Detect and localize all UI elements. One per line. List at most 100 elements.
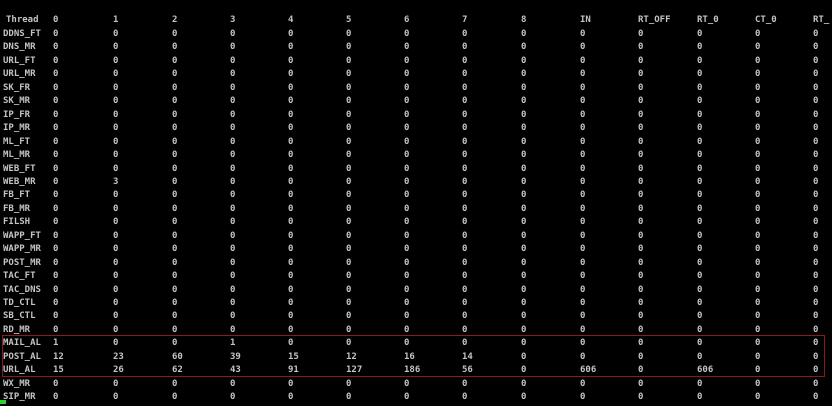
- row-label: TAC_FT: [3, 271, 36, 282]
- cell: 0: [230, 244, 236, 255]
- cell: 0: [521, 284, 527, 295]
- cell: 0: [638, 109, 644, 120]
- row-label: FILSH: [3, 217, 31, 228]
- cell: 0: [404, 42, 410, 53]
- header-cell: 5: [346, 15, 352, 25]
- cell: 0: [521, 378, 527, 389]
- cell: 0: [288, 69, 294, 80]
- cell: 0: [288, 230, 294, 241]
- cell: 0: [755, 324, 761, 335]
- cell: 0: [53, 217, 59, 228]
- cell: 0: [813, 365, 819, 376]
- cell: 12: [346, 351, 357, 362]
- cell: 0: [697, 150, 703, 161]
- cell: 0: [521, 109, 527, 120]
- cell: 0: [580, 244, 586, 255]
- row-label: SK_MR: [3, 96, 31, 107]
- cell: 0: [288, 163, 294, 174]
- cell: 0: [638, 244, 644, 255]
- cell: 0: [462, 324, 468, 335]
- cell: 0: [53, 109, 59, 120]
- cell: 0: [697, 136, 703, 147]
- cell: 0: [113, 257, 119, 268]
- cell: 0: [462, 338, 468, 349]
- cell: 0: [113, 378, 119, 389]
- cell: 0: [521, 136, 527, 147]
- cell: 0: [697, 123, 703, 134]
- cell: 14: [462, 351, 473, 362]
- cell: 0: [813, 82, 819, 93]
- cell: 0: [462, 163, 468, 174]
- cell: 0: [288, 311, 294, 322]
- cell: 0: [288, 378, 294, 389]
- cell: 127: [346, 365, 363, 376]
- cell: 0: [697, 271, 703, 282]
- cell: 0: [521, 69, 527, 80]
- cell: 0: [230, 176, 236, 187]
- cell: 0: [697, 298, 703, 308]
- cell: 0: [580, 351, 586, 362]
- cell: 0: [462, 96, 468, 107]
- cell: 0: [462, 230, 468, 241]
- cell: 0: [638, 82, 644, 93]
- cell: 0: [53, 82, 59, 93]
- cell: 0: [404, 217, 410, 228]
- cell: 0: [580, 284, 586, 295]
- cell: 0: [638, 284, 644, 295]
- cell: 0: [755, 203, 761, 214]
- cell: 0: [230, 203, 236, 214]
- cell: 0: [113, 271, 119, 282]
- cell: 0: [638, 69, 644, 80]
- cell: 0: [53, 378, 59, 389]
- cell: 0: [172, 217, 178, 228]
- cell: 0: [755, 69, 761, 80]
- cell: 0: [813, 230, 819, 241]
- cell: 0: [113, 284, 119, 295]
- cell: 3: [113, 176, 119, 187]
- row-label: POST_AL: [3, 351, 41, 362]
- cell: 0: [638, 324, 644, 335]
- cell: 0: [53, 203, 59, 214]
- cell: 0: [404, 311, 410, 322]
- cell: 0: [638, 123, 644, 134]
- cell: 0: [462, 271, 468, 282]
- cell: 0: [172, 190, 178, 201]
- cell: 15: [53, 365, 64, 376]
- cell: 0: [172, 69, 178, 80]
- cell: 0: [346, 55, 352, 66]
- cell: 0: [53, 69, 59, 80]
- cell: 0: [462, 311, 468, 322]
- cell: 0: [580, 55, 586, 66]
- cell: 0: [638, 176, 644, 187]
- cell: 0: [755, 150, 761, 161]
- cell: 0: [521, 324, 527, 335]
- cell: 0: [462, 55, 468, 66]
- cell: 0: [813, 163, 819, 174]
- cell: 0: [580, 82, 586, 93]
- cell: 0: [172, 298, 178, 308]
- cell: 0: [521, 230, 527, 241]
- cell: 0: [172, 136, 178, 147]
- row-label: TAC_DNS: [3, 284, 41, 295]
- cell: 0: [172, 338, 178, 349]
- cell: 0: [462, 42, 468, 53]
- cell: 0: [755, 190, 761, 201]
- cell: 0: [755, 338, 761, 349]
- cell: 0: [113, 190, 119, 201]
- cell: 0: [172, 257, 178, 268]
- cell: 0: [172, 230, 178, 241]
- row-label: URL_MR: [3, 69, 36, 80]
- cell: 0: [172, 123, 178, 134]
- cell: 0: [813, 190, 819, 201]
- cell: 186: [404, 365, 421, 376]
- cell: 0: [697, 42, 703, 53]
- cell: 0: [638, 163, 644, 174]
- cell: 0: [580, 271, 586, 282]
- cell: 0: [404, 82, 410, 93]
- cell: 0: [462, 29, 468, 39]
- cell: 0: [580, 230, 586, 241]
- cell: 0: [580, 217, 586, 228]
- cell: 0: [172, 324, 178, 335]
- cell: 606: [697, 365, 714, 376]
